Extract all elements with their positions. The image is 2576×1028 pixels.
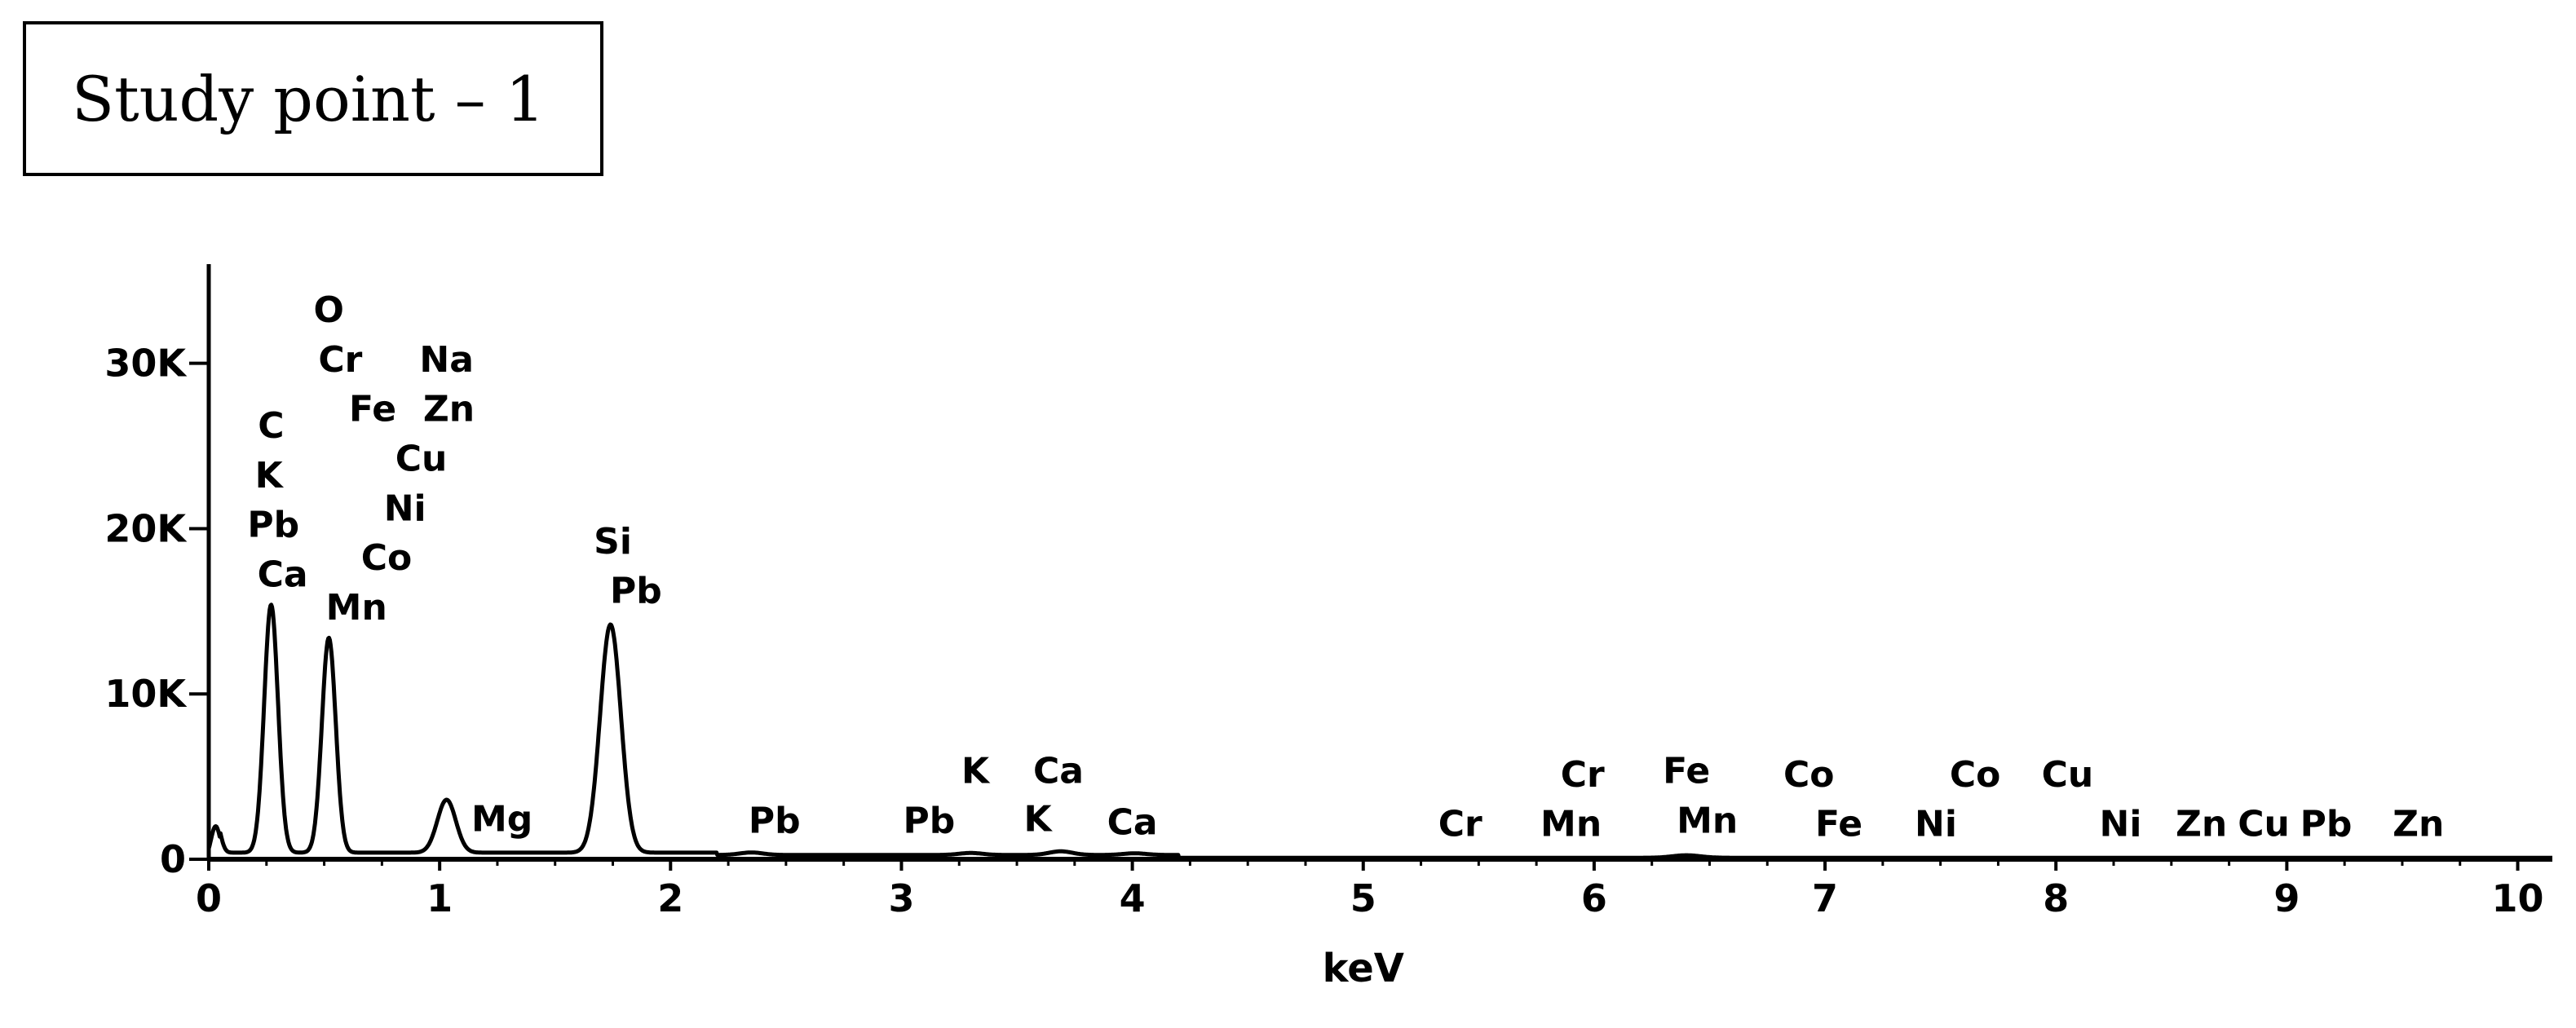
peak-label: Cr <box>318 339 362 381</box>
peak-label: O <box>314 289 344 331</box>
x-tick-label: 9 <box>2273 876 2300 920</box>
peak-label: Ca <box>1033 751 1084 792</box>
peak-label: K <box>1023 799 1053 840</box>
peak-label: K <box>255 455 285 496</box>
x-tick-label: 7 <box>1812 876 1838 920</box>
peak-label: Pb <box>247 505 299 546</box>
peak-label: Cu <box>395 438 448 479</box>
peak-label: Fe <box>1815 804 1862 845</box>
peak-label: Mn <box>1540 804 1602 845</box>
peak-label: Pb <box>904 801 956 842</box>
x-tick-label: 0 <box>196 876 222 920</box>
x-tick-label: 3 <box>888 876 914 920</box>
peak-label: Pb <box>2300 804 2353 845</box>
peak-label: Ni <box>1915 804 1957 845</box>
x-axis-label: keV <box>1323 946 1404 991</box>
peak-label: Pb <box>610 571 662 612</box>
axes <box>206 264 2552 862</box>
title-box: Study point – 1 <box>23 21 603 176</box>
peak-label: Co <box>361 537 413 579</box>
peak-label: Zn <box>423 389 475 430</box>
peak-label: Mn <box>1677 801 1738 842</box>
x-tick-label: 2 <box>657 876 683 920</box>
peak-label: Fe <box>1663 751 1710 792</box>
peak-label: Mn <box>326 587 387 629</box>
peak-label: Fe <box>349 389 396 430</box>
peak-label: Cr <box>1561 754 1605 796</box>
x-tick-label: 6 <box>1581 876 1607 920</box>
peak-label: Ni <box>384 488 426 529</box>
y-tick-label: 20K <box>104 506 188 550</box>
peak-label: Ca <box>258 554 308 595</box>
peak-label: Na <box>419 339 474 381</box>
peak-label: Pb <box>749 801 801 842</box>
peak-label: Co <box>1950 754 2001 796</box>
peak-label: K <box>961 751 991 792</box>
y-tick-label: 30K <box>104 342 188 386</box>
x-tick-label: 5 <box>1350 876 1376 920</box>
x-tick-label: 1 <box>426 876 453 920</box>
peak-label: Zn <box>2393 804 2444 845</box>
peak-label: Ni <box>2100 804 2142 845</box>
peak-label: Zn <box>2176 804 2227 845</box>
ticks: 0 1 2 3 4 5 6 7 8 9 10 0 10K 20K 30K <box>104 342 2543 920</box>
peak-label: Cr <box>1438 804 1482 845</box>
peak-label: Cu <box>2238 804 2290 845</box>
peak-label: C <box>258 405 284 447</box>
x-tick-label: 8 <box>2043 876 2069 920</box>
peak-label: Ca <box>1107 802 1158 844</box>
x-tick-label: 10 <box>2492 876 2544 920</box>
spectrum-line <box>206 602 2554 860</box>
peak-label: Si <box>594 521 632 563</box>
peak-label: Mg <box>471 799 532 840</box>
peak-label: Co <box>1783 754 1835 796</box>
y-tick-label: 10K <box>104 672 188 716</box>
title-text: Study point – 1 <box>72 62 546 135</box>
x-tick-label: 4 <box>1120 876 1146 920</box>
peak-label: Cu <box>2042 754 2094 796</box>
y-tick-label: 0 <box>160 837 186 881</box>
